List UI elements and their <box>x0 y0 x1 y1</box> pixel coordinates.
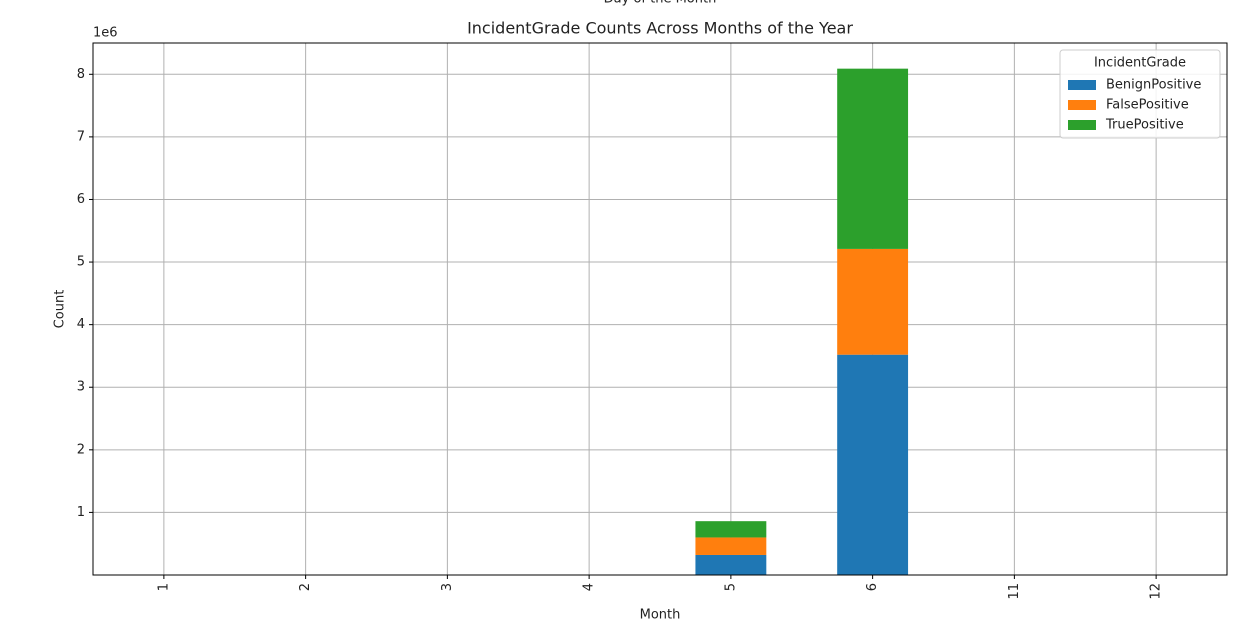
x-tick-label: 4 <box>582 583 597 591</box>
legend-box <box>1059 49 1221 139</box>
bar-segment <box>837 248 909 355</box>
bar-segment <box>695 554 767 575</box>
x-tick-label: 11 <box>1007 583 1022 600</box>
legend-swatch <box>1068 120 1096 130</box>
legend-swatch <box>1068 100 1096 110</box>
legend-swatch <box>1068 80 1096 90</box>
x-tick-label: 3 <box>440 583 455 591</box>
x-tick-label: 6 <box>865 583 880 591</box>
x-tick-label: 12 <box>1149 583 1164 600</box>
y-tick-label: 3 <box>77 380 85 395</box>
y-axis-label: Count <box>53 290 68 329</box>
x-tick-label: 2 <box>298 583 313 591</box>
y-tick-label: 5 <box>77 255 85 270</box>
y-tick-label: 4 <box>77 317 85 332</box>
x-tick-label: 1 <box>156 583 171 591</box>
x-axis-label: Month <box>640 608 681 623</box>
bar-segment <box>695 537 767 555</box>
y-tick-label: 2 <box>77 442 85 457</box>
x-tick-label: 5 <box>723 583 738 591</box>
cut-off-text: Day of the Month <box>604 0 717 7</box>
y-tick-label: 8 <box>77 67 85 82</box>
y-tick-label: 6 <box>77 192 85 207</box>
plot-frame <box>92 42 1228 576</box>
bar-segment <box>695 521 767 538</box>
bar-segment <box>837 354 909 575</box>
legend-label: FalsePositive <box>1106 98 1189 113</box>
y-offset-label: 1e6 <box>93 26 118 41</box>
legend-title: IncidentGrade <box>1094 56 1186 71</box>
legend-label: BenignPositive <box>1106 78 1201 93</box>
chart-title: IncidentGrade Counts Across Months of th… <box>467 19 853 38</box>
y-tick-label: 1 <box>77 505 85 520</box>
legend-label: TruePositive <box>1105 118 1184 133</box>
bar-segment <box>837 68 909 249</box>
y-tick-label: 7 <box>77 129 85 144</box>
